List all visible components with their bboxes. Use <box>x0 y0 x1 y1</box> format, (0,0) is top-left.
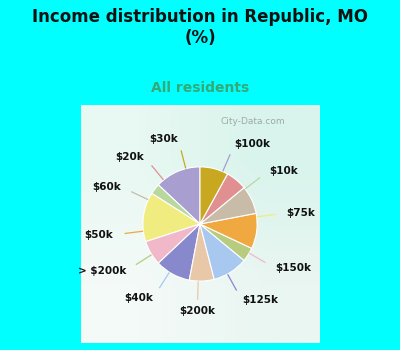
Text: Income distribution in Republic, MO
(%): Income distribution in Republic, MO (%) <box>32 8 368 47</box>
Text: $20k: $20k <box>116 152 144 162</box>
Text: $100k: $100k <box>235 139 271 149</box>
Text: $30k: $30k <box>150 134 178 145</box>
Text: All residents: All residents <box>151 80 249 94</box>
Text: $50k: $50k <box>85 230 114 240</box>
Wedge shape <box>152 185 200 224</box>
Text: $60k: $60k <box>92 182 121 192</box>
Wedge shape <box>158 167 200 224</box>
Wedge shape <box>158 224 200 280</box>
Text: $125k: $125k <box>242 295 278 306</box>
Text: City-Data.com: City-Data.com <box>220 117 285 126</box>
Text: $10k: $10k <box>269 166 298 175</box>
Text: $75k: $75k <box>286 208 316 218</box>
Wedge shape <box>200 224 244 279</box>
Wedge shape <box>200 174 244 224</box>
Text: $40k: $40k <box>124 293 153 303</box>
Wedge shape <box>146 224 200 263</box>
Text: $150k: $150k <box>275 264 311 273</box>
Wedge shape <box>200 167 228 224</box>
Wedge shape <box>200 224 252 260</box>
Wedge shape <box>200 213 257 248</box>
Text: > $200k: > $200k <box>78 266 126 276</box>
Wedge shape <box>200 188 256 224</box>
Wedge shape <box>189 224 214 281</box>
Text: $200k: $200k <box>179 306 215 316</box>
Wedge shape <box>143 194 200 241</box>
